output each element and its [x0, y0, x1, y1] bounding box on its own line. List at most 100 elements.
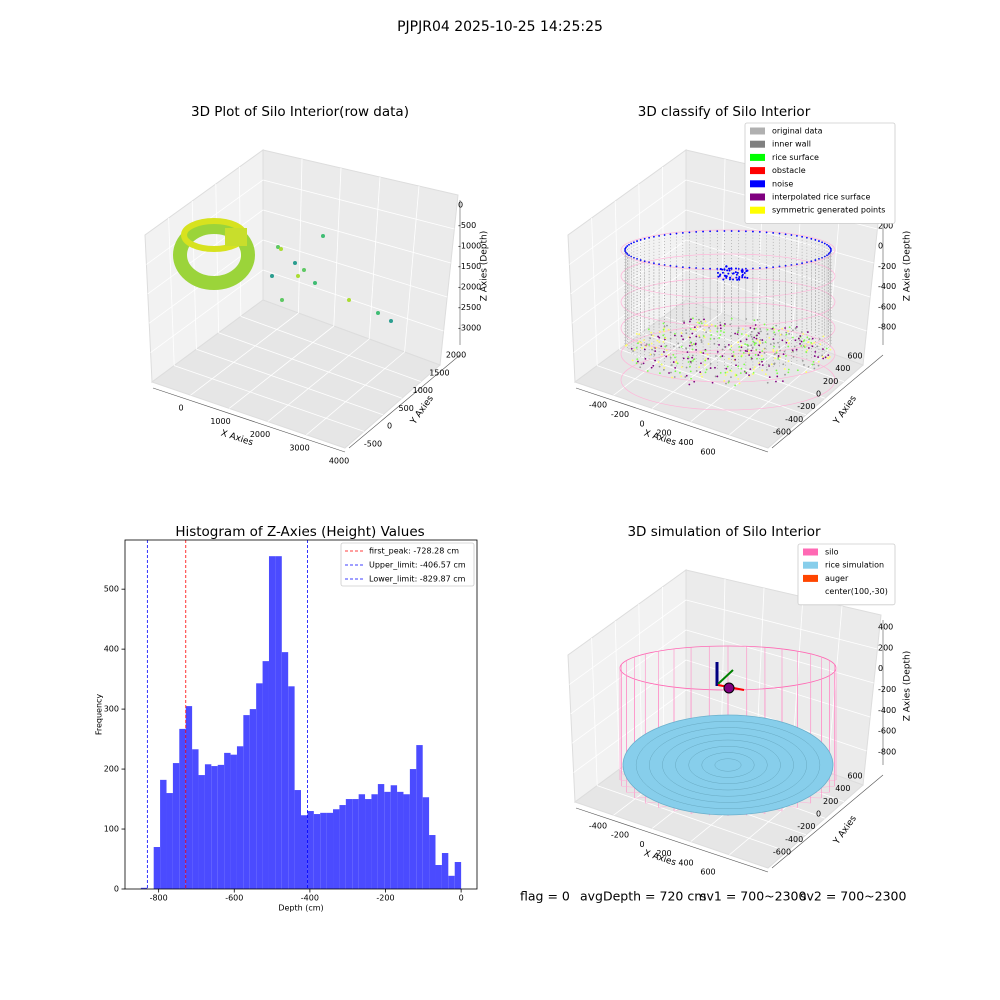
bar — [352, 799, 359, 889]
surface-point — [708, 326, 710, 329]
noise-point — [721, 271, 724, 274]
pane-grid — [190, 312, 299, 396]
surface-point — [770, 363, 773, 366]
bar — [320, 812, 327, 889]
x-tick-label: 600 — [700, 868, 715, 877]
surface-point — [810, 342, 813, 344]
surface-point — [651, 348, 653, 351]
surface-point — [703, 324, 706, 326]
noise-point — [663, 264, 666, 266]
surface-point — [829, 348, 832, 351]
surface-point — [689, 341, 692, 344]
surface-point — [740, 346, 743, 349]
surface-point — [698, 366, 701, 368]
surface-point — [759, 342, 762, 345]
surface-point — [704, 320, 707, 323]
surface-point — [673, 376, 676, 378]
surface-point — [670, 364, 673, 366]
pane-grid — [218, 332, 403, 399]
noise-point — [730, 267, 733, 270]
pane-grid — [147, 209, 264, 295]
bar — [429, 835, 436, 889]
x-tick-label: 3000 — [289, 443, 309, 452]
legend-label: center(100,-30) — [825, 587, 888, 596]
bar — [153, 847, 161, 889]
surface-point — [807, 365, 810, 368]
z-tick-label: -200 — [878, 685, 896, 694]
surface-point — [683, 322, 685, 324]
surface-point — [675, 361, 677, 364]
noise-point — [688, 231, 691, 234]
surface-point — [640, 363, 643, 366]
surface-point — [776, 372, 779, 375]
surface-point — [632, 350, 634, 352]
surface-point — [764, 373, 767, 376]
surface-point — [800, 340, 803, 343]
surface-point — [660, 345, 663, 348]
y-tick-label: 300 — [104, 705, 119, 714]
pane-grid — [591, 637, 598, 786]
surface-point — [714, 375, 717, 378]
surface-point — [744, 343, 747, 346]
x-tick-label: 200 — [656, 429, 671, 438]
pane-grid — [570, 209, 687, 295]
surface-point — [828, 356, 831, 358]
y-tick-label: 200 — [823, 797, 838, 806]
surface-point — [704, 349, 707, 352]
surface-point — [769, 343, 772, 346]
y-tick-label: 0 — [816, 810, 821, 819]
surface-point — [669, 331, 672, 334]
noise-point — [669, 264, 672, 267]
surface-point — [650, 334, 653, 336]
noise-point — [741, 268, 744, 271]
panel-title: Histogram of Z-Axies (Height) Values — [175, 524, 424, 540]
surface-point — [689, 320, 691, 323]
surface-point — [750, 330, 753, 333]
surface-point — [827, 354, 830, 356]
surface-point — [700, 339, 703, 341]
surface-point — [679, 371, 681, 374]
surface-point — [663, 366, 666, 369]
noise-point — [729, 276, 732, 279]
point — [293, 261, 297, 265]
surface-point — [797, 337, 800, 340]
noise-point — [741, 273, 744, 276]
auger — [717, 669, 734, 685]
bar — [358, 794, 366, 889]
surface-point — [665, 349, 668, 352]
surface-point — [788, 332, 791, 335]
surface-point — [666, 324, 668, 327]
y-tick-label: 500 — [104, 585, 119, 594]
surface-point — [652, 334, 655, 337]
y-tick-label: 0 — [816, 390, 821, 399]
surface-point — [664, 345, 667, 348]
panel-title: 3D Plot of Silo Interior(row data) — [191, 104, 409, 120]
noise-point — [826, 254, 828, 257]
surface-point — [737, 365, 740, 368]
noise-point — [744, 230, 747, 233]
pane-grid — [597, 785, 788, 852]
noise-point — [752, 230, 754, 233]
surface-point — [777, 329, 780, 332]
bar — [403, 794, 410, 889]
surface-point — [667, 328, 670, 331]
y-axis-label: Frequency — [95, 694, 104, 736]
surface-point — [674, 356, 676, 359]
legend-box — [744, 122, 896, 224]
surface-point — [805, 371, 808, 373]
noise-point — [734, 267, 737, 270]
surface-point — [787, 368, 790, 371]
surface-point — [693, 326, 696, 329]
noise-point — [633, 241, 635, 244]
surface-point — [763, 352, 766, 354]
surface-point — [773, 328, 776, 331]
surface-point — [791, 336, 794, 339]
z-tick-label: -2500 — [458, 303, 481, 312]
pane — [150, 299, 441, 449]
surface-point — [737, 377, 740, 380]
axis-line — [771, 774, 884, 869]
noise-point — [765, 266, 768, 269]
surface-point — [721, 348, 724, 351]
surface-point — [760, 330, 762, 333]
y-tick-label: 600 — [847, 352, 862, 361]
